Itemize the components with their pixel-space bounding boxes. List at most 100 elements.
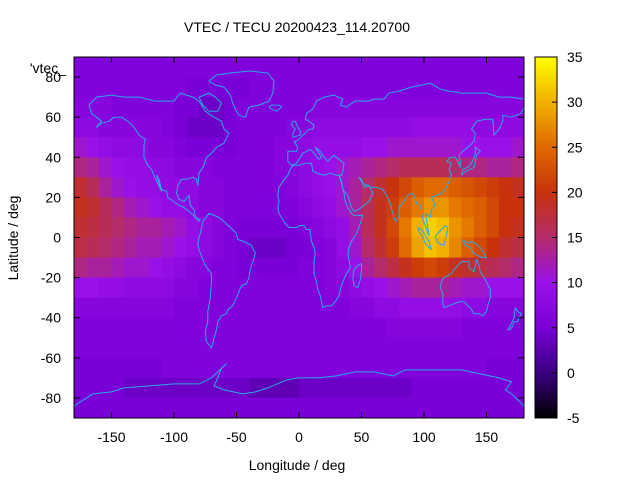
heatmap-cell: [424, 257, 438, 279]
heatmap-cell: [411, 157, 425, 178]
heatmap-cell: [161, 57, 175, 78]
heatmap-cell: [199, 337, 213, 359]
heatmap-cell: [499, 137, 513, 158]
heatmap-cell: [361, 237, 375, 259]
heatmap-cell: [174, 177, 188, 198]
heatmap-cell: [211, 77, 225, 98]
heatmap-cell: [361, 217, 375, 239]
heatmap-cell: [111, 237, 125, 259]
heatmap-cell: [386, 277, 400, 299]
heatmap-cell: [486, 197, 500, 219]
x-tick-label: -50: [226, 429, 246, 445]
heatmap-cell: [349, 237, 363, 259]
heatmap-cell: [236, 297, 250, 319]
heatmap-cell: [436, 277, 450, 299]
heatmap-cell: [274, 337, 288, 359]
heatmap-cell: [174, 297, 188, 319]
heatmap-cell: [361, 377, 375, 399]
heatmap-cell: [199, 397, 213, 418]
heatmap-cell: [174, 157, 188, 178]
heatmap-cell: [361, 337, 375, 359]
heatmap-cell: [361, 137, 375, 158]
heatmap-cell: [349, 337, 363, 359]
heatmap-cell: [236, 77, 250, 98]
heatmap-cell: [399, 197, 413, 219]
heatmap-cell: [211, 177, 225, 198]
heatmap-cell: [436, 397, 450, 418]
heatmap-cell: [449, 357, 463, 379]
heatmap-cell: [111, 77, 125, 98]
heatmap-cell: [261, 177, 275, 198]
heatmap-cell: [136, 337, 150, 359]
heatmap-cell: [149, 137, 163, 158]
heatmap-cell: [299, 397, 313, 418]
heatmap-cell: [474, 97, 488, 118]
heatmap-cell: [111, 117, 125, 138]
heatmap-cell: [411, 197, 425, 219]
heatmap-cell: [499, 97, 513, 118]
heatmap-cell: [149, 297, 163, 319]
heatmap-cell: [511, 157, 524, 178]
heatmap-cell: [449, 197, 463, 219]
heatmap-cell: [461, 377, 475, 399]
heatmap-cell: [361, 317, 375, 339]
heatmap-cell: [224, 397, 238, 418]
heatmap-cell: [411, 137, 425, 158]
heatmap-cell: [136, 277, 150, 299]
heatmap-cell: [99, 297, 113, 319]
heatmap-cell: [74, 117, 88, 138]
heatmap-cell: [74, 397, 88, 418]
heatmap-cell: [449, 277, 463, 299]
heatmap-cell: [386, 117, 400, 138]
heatmap-cell: [361, 277, 375, 299]
heatmap-cell: [511, 337, 524, 359]
heatmap-cell: [461, 77, 475, 98]
x-tick-label: 0: [295, 429, 303, 445]
y-tick-label: 60: [45, 109, 61, 125]
heatmap-cell: [336, 137, 350, 158]
heatmap-cell: [136, 297, 150, 319]
heatmap-cell: [211, 317, 225, 339]
heatmap-cell: [224, 197, 238, 219]
heatmap-cell: [511, 197, 524, 219]
heatmap-cell: [149, 57, 163, 78]
heatmap-cell: [486, 137, 500, 158]
coastline-great-britain: [291, 120, 301, 138]
heatmap-cell: [249, 337, 263, 359]
heatmap-cell: [236, 117, 250, 138]
heatmap-cell: [386, 237, 400, 259]
heatmap-cell: [161, 337, 175, 359]
heatmap-cell: [411, 257, 425, 279]
heatmap-cell: [186, 97, 200, 118]
heatmap-cell: [86, 237, 100, 259]
heatmap-cell: [99, 137, 113, 158]
heatmap-cell: [211, 197, 225, 219]
heatmap-cell: [86, 117, 100, 138]
heatmap-cell: [411, 277, 425, 299]
heatmap-cell: [211, 277, 225, 299]
heatmap-cell: [136, 237, 150, 259]
heatmap-cell: [99, 57, 113, 78]
heatmap-cell: [399, 337, 413, 359]
heatmap-cell: [174, 57, 188, 78]
heatmap-cell: [324, 397, 338, 418]
heatmap-cell: [286, 77, 300, 98]
coastline-africa: [277, 162, 364, 309]
heatmap-cell: [511, 237, 524, 259]
heatmap-cell: [349, 377, 363, 399]
heatmap-cell: [336, 57, 350, 78]
heatmap-cell: [86, 177, 100, 198]
heatmap-cell: [436, 97, 450, 118]
heatmap-cell: [374, 337, 388, 359]
heatmap-cell: [499, 257, 513, 279]
heatmap-cell: [474, 117, 488, 138]
coastline-iceland: [268, 104, 282, 112]
heatmap-cell: [386, 337, 400, 359]
heatmap-cell: [511, 277, 524, 299]
heatmap-cell: [499, 177, 513, 198]
heatmap-cell: [336, 397, 350, 418]
colorbar-tick-label: 20: [567, 184, 583, 200]
heatmap-cell: [424, 397, 438, 418]
heatmap-cell: [149, 97, 163, 118]
y-tick-label: 80: [45, 69, 61, 85]
